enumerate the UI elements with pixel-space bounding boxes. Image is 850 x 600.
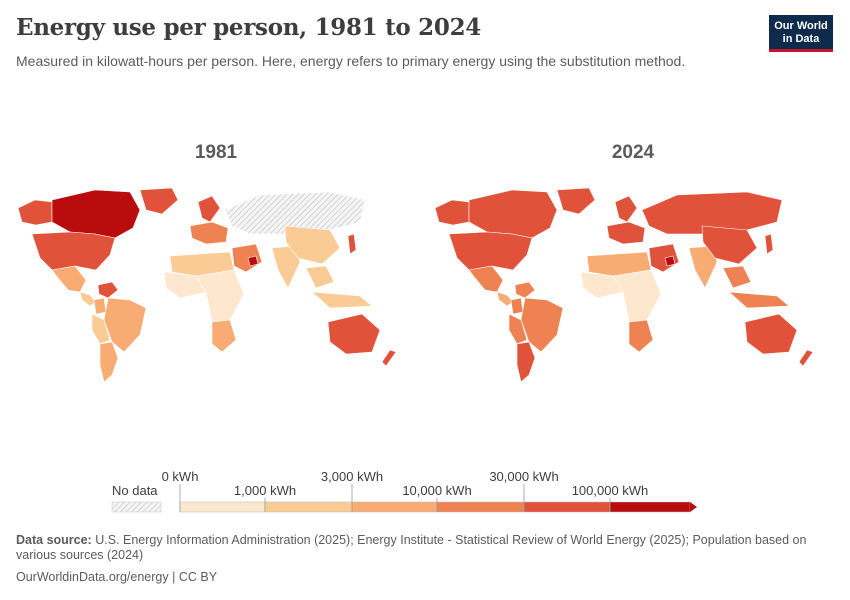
legend-no-data-swatch[interactable] <box>111 501 162 513</box>
region-west-africa[interactable] <box>580 271 624 299</box>
legend-bin-3[interactable] <box>436 501 525 513</box>
legend-bin-0[interactable] <box>179 501 266 513</box>
region-china[interactable] <box>701 225 758 265</box>
legend-label-0: 0 kWh <box>162 469 199 484</box>
legend-label-3: 10,000 kWh <box>402 483 471 498</box>
color-legend: No data 0 kWh 1,000 kWh 3,000 kWh 10,000 kW… <box>111 469 697 513</box>
region-new-zealand[interactable] <box>798 349 814 367</box>
region-central-america[interactable] <box>496 291 514 307</box>
legend-no-data-label: No data <box>112 483 158 498</box>
region-greenland[interactable] <box>556 187 596 215</box>
maps-area: 1981 2024 <box>17 142 814 383</box>
legend-ticks: 0 kWh 1,000 kWh 3,000 kWh 10,000 kWh 30,000 … <box>162 469 649 512</box>
region-southern-africa[interactable] <box>211 319 237 353</box>
logo-line-2: in Data <box>782 33 820 45</box>
source-label: Data source: <box>16 533 92 547</box>
owid-logo[interactable]: Our World in Data <box>769 15 833 52</box>
region-southeast-asia[interactable] <box>722 265 752 289</box>
region-venezuela[interactable] <box>514 281 536 299</box>
region-argentina-chile[interactable] <box>99 341 119 383</box>
map-year-1981: 1981 <box>195 142 238 163</box>
region-western-europe[interactable] <box>189 221 229 245</box>
legend-arrow <box>690 502 697 512</box>
region-peru-bolivia[interactable] <box>91 313 111 345</box>
region-central-africa[interactable] <box>612 269 662 323</box>
region-mexico[interactable] <box>468 265 504 293</box>
region-scandinavia[interactable] <box>614 195 638 223</box>
region-central-america[interactable] <box>79 291 97 307</box>
region-southern-africa[interactable] <box>628 319 654 353</box>
legend-bin-2[interactable] <box>351 501 438 513</box>
region-usa[interactable] <box>31 231 116 271</box>
region-new-zealand[interactable] <box>381 349 397 367</box>
region-alaska[interactable] <box>17 199 53 226</box>
region-ussr[interactable] <box>224 191 366 235</box>
region-japan[interactable] <box>764 233 774 255</box>
source-url-link[interactable]: OurWorldinData.org/energy <box>16 570 169 584</box>
region-southeast-asia[interactable] <box>305 265 335 289</box>
region-russia[interactable] <box>641 191 783 235</box>
region-venezuela[interactable] <box>97 281 119 299</box>
legend-bins <box>179 501 697 513</box>
legend-bin-4[interactable] <box>523 501 611 513</box>
region-western-europe[interactable] <box>606 221 646 245</box>
region-gulf-states[interactable] <box>664 255 676 267</box>
region-west-africa[interactable] <box>163 271 207 299</box>
region-gulf-states[interactable] <box>247 255 259 267</box>
source-text: U.S. Energy Information Administration (… <box>16 533 807 562</box>
footer-links: OurWorldinData.org/energy | CC BY <box>16 570 218 584</box>
map-year-2024: 2024 <box>612 142 655 163</box>
region-indonesia[interactable] <box>311 291 373 309</box>
legend-label-2: 3,000 kWh <box>321 469 383 484</box>
chart-subtitle: Measured in kilowatt-hours per person. H… <box>16 53 686 69</box>
legend-label-4: 30,000 kWh <box>489 469 558 484</box>
region-middle-east[interactable] <box>648 243 680 273</box>
region-indonesia[interactable] <box>728 291 790 309</box>
region-japan[interactable] <box>347 233 357 255</box>
legend-label-5: 100,000 kWh <box>572 483 649 498</box>
region-canada[interactable] <box>51 189 141 239</box>
legend-bin-5[interactable] <box>609 501 691 513</box>
world-map-1981 <box>17 187 397 383</box>
license-label[interactable]: CC BY <box>178 570 218 584</box>
logo-line-1: Our World <box>774 20 828 32</box>
legend-bin-1[interactable] <box>264 501 353 513</box>
region-canada[interactable] <box>468 189 558 239</box>
region-colombia[interactable] <box>510 297 524 315</box>
region-scandinavia[interactable] <box>197 195 221 223</box>
legend-label-1: 1,000 kWh <box>234 483 296 498</box>
region-china[interactable] <box>284 225 341 265</box>
region-central-africa[interactable] <box>195 269 245 323</box>
region-australia[interactable] <box>744 313 798 355</box>
region-colombia[interactable] <box>93 297 107 315</box>
region-alaska[interactable] <box>434 199 470 226</box>
region-middle-east[interactable] <box>231 243 263 273</box>
region-peru-bolivia[interactable] <box>508 313 528 345</box>
world-map-2024 <box>434 187 814 383</box>
region-greenland[interactable] <box>139 187 179 215</box>
region-australia[interactable] <box>327 313 381 355</box>
chart-title: Energy use per person, 1981 to 2024 <box>16 14 481 41</box>
region-argentina-chile[interactable] <box>516 341 536 383</box>
region-mexico[interactable] <box>51 265 87 293</box>
region-usa[interactable] <box>448 231 533 271</box>
source-note: Data source: U.S. Energy Information Adm… <box>16 533 816 563</box>
